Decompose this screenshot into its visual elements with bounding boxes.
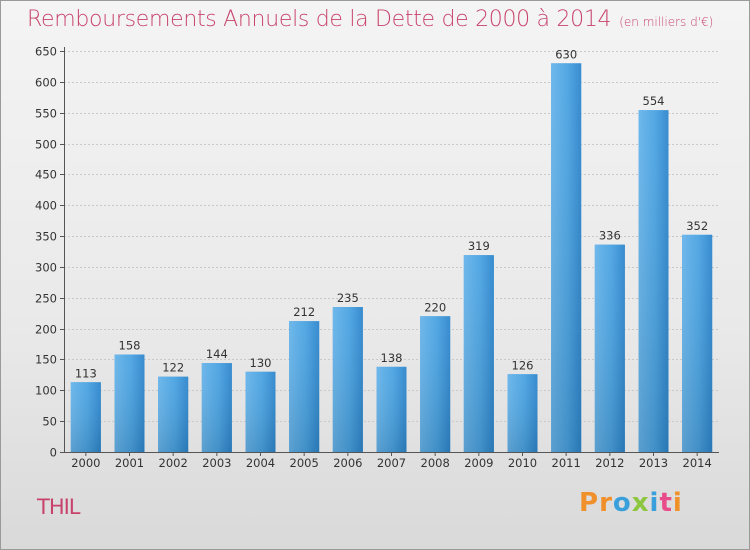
proxiti-logo: Proxiti <box>579 488 683 518</box>
bar-shade <box>420 316 451 452</box>
x-tick-label: 2005 <box>290 456 319 470</box>
y-tick-label: 500 <box>35 138 57 152</box>
place-name: THIL <box>37 495 81 519</box>
y-tick-label: 100 <box>35 384 57 398</box>
x-tick-label: 2002 <box>159 456 188 470</box>
y-tick-label: 50 <box>42 415 57 429</box>
bar-shade <box>463 255 494 452</box>
logo-letter: o <box>612 488 632 518</box>
chart-title-text: Remboursements Annuels de la Dette de 20… <box>27 7 612 32</box>
y-tick-label: 200 <box>35 323 57 337</box>
x-tick-label: 2007 <box>377 456 406 470</box>
x-tick-label: 2014 <box>683 456 712 470</box>
bar-value-label: 220 <box>424 300 446 314</box>
x-tick-label: 2009 <box>464 456 493 470</box>
y-tick-label: 300 <box>35 261 57 275</box>
y-tick-label: 400 <box>35 199 57 213</box>
bar-shade <box>376 366 407 452</box>
logo-letter: x <box>631 488 650 518</box>
y-tick-label: 250 <box>35 292 57 306</box>
logo-letter: t <box>659 488 673 518</box>
y-tick-label: 0 <box>50 446 57 460</box>
bar-value-label: 138 <box>381 351 403 365</box>
bar-shade <box>114 354 145 452</box>
logo-letter: i <box>672 488 683 518</box>
bar-shade <box>201 363 232 452</box>
bar-value-label: 630 <box>555 47 577 61</box>
bar-shade <box>158 376 189 452</box>
x-tick-label: 2011 <box>552 456 581 470</box>
x-tick-label: 2000 <box>71 456 100 470</box>
y-tick-label: 650 <box>35 45 57 59</box>
y-tick-label: 350 <box>35 230 57 244</box>
bar-value-label: 212 <box>293 305 315 319</box>
value-labels: 113 158 122 144 130 212 235 138 220 319 126 630 336 5… <box>75 47 708 380</box>
bar-value-label: 113 <box>75 366 97 380</box>
logo-letter: i <box>649 488 660 518</box>
bar-value-label: 122 <box>162 361 184 375</box>
bar-shade <box>551 63 582 452</box>
x-tick-label: 2004 <box>246 456 275 470</box>
chart-title: Remboursements Annuels de la Dette de 20… <box>27 7 713 32</box>
axes: 0 50 100 150 200 250 300 350 400 450 500 550 600 650 2… <box>35 45 719 470</box>
bar-value-label: 554 <box>643 94 665 108</box>
bar-shade <box>507 374 538 452</box>
bar-shade <box>332 307 363 452</box>
bar-shade <box>682 234 713 452</box>
bar-shade <box>245 371 276 452</box>
y-tick-label: 550 <box>35 107 57 121</box>
bar-shade <box>289 321 320 452</box>
y-tick-label: 600 <box>35 76 57 90</box>
logo-letter: P <box>579 488 600 518</box>
bar-value-label: 158 <box>119 339 141 353</box>
y-tick-label: 150 <box>35 353 57 367</box>
bar-value-label: 336 <box>599 229 621 243</box>
x-tick-label: 2010 <box>508 456 537 470</box>
x-tick-label: 2001 <box>115 456 144 470</box>
x-tick-label: 2012 <box>595 456 624 470</box>
bar-value-label: 126 <box>512 358 534 372</box>
bar-shade <box>638 110 669 453</box>
bar-value-label: 130 <box>250 356 272 370</box>
chart-subtitle: (en milliers d'€) <box>619 15 714 29</box>
bar-value-label: 144 <box>206 347 228 361</box>
x-tick-label: 2013 <box>639 456 668 470</box>
x-tick-label: 2006 <box>333 456 362 470</box>
x-tick-label: 2003 <box>202 456 231 470</box>
bars <box>70 63 713 453</box>
y-tick-label: 450 <box>35 168 57 182</box>
bar-value-label: 235 <box>337 291 359 305</box>
bar-value-label: 352 <box>686 219 708 233</box>
x-tick-label: 2008 <box>421 456 450 470</box>
bar-shade <box>594 244 625 452</box>
logo-letter: r <box>599 488 613 518</box>
bar-shade <box>70 382 101 452</box>
bar-value-label: 319 <box>468 239 490 253</box>
